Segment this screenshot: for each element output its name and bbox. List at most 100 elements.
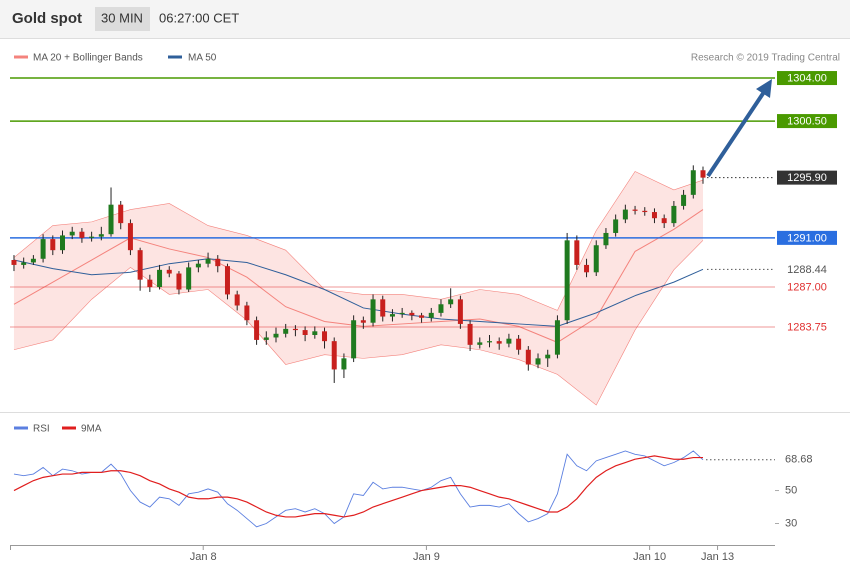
- rsi-line: [13, 455, 703, 518]
- candle-body: [622, 209, 628, 220]
- band-lower: [13, 240, 704, 406]
- candle-body: [545, 354, 551, 359]
- candle-body: [477, 342, 483, 345]
- x-tick-label: Jan 13: [701, 551, 734, 563]
- candle-body: [30, 258, 36, 263]
- candle-body: [389, 314, 395, 317]
- level-label: 1295.90: [787, 172, 827, 184]
- candle-body: [89, 236, 95, 238]
- price-panel: MA 20 + Bollinger Bands MA 50 1304.00 1300.…: [10, 53, 837, 406]
- level-tag: [777, 71, 837, 86]
- last-value-label: 68.68: [785, 454, 813, 466]
- candle-body: [380, 299, 386, 317]
- level-tag: [777, 170, 837, 185]
- x-tick-label: Jan 8: [190, 551, 217, 563]
- candle-body: [195, 263, 201, 268]
- candle-body: [564, 240, 570, 321]
- candle-body: [166, 269, 172, 274]
- legend-label: RSI: [33, 424, 50, 435]
- legend-label: 9MA: [81, 424, 102, 435]
- candle-body: [205, 258, 211, 264]
- candle-body: [438, 304, 444, 313]
- candle-body: [399, 312, 405, 315]
- rsi-line: [13, 450, 704, 528]
- candle-body: [234, 294, 240, 306]
- legend-label: MA 20 + Bollinger Bands: [33, 53, 143, 64]
- candle-body: [69, 231, 75, 236]
- candle-body: [176, 273, 182, 290]
- candle-body: [50, 239, 56, 251]
- interval-box[interactable]: [95, 7, 150, 31]
- band-upper: [13, 171, 704, 311]
- candle-body: [331, 341, 337, 370]
- candle-body: [21, 262, 27, 265]
- level-label: 1304.00: [787, 72, 827, 84]
- candle-body: [370, 299, 376, 323]
- candle-body: [215, 258, 221, 267]
- candle-body: [244, 305, 250, 321]
- candle-body: [409, 312, 415, 316]
- arrow-head: [756, 79, 772, 98]
- candle-body: [574, 240, 580, 265]
- candle-body: [118, 204, 124, 224]
- level-label: 1291.00: [787, 232, 827, 244]
- candle-body: [554, 320, 560, 355]
- candle-body: [681, 194, 687, 206]
- candle-body: [419, 315, 425, 318]
- candle-body: [322, 331, 328, 342]
- candle-body: [632, 209, 638, 211]
- interval[interactable]: 30 MIN: [101, 10, 143, 25]
- candle-body: [302, 330, 308, 336]
- candle-body: [283, 328, 289, 334]
- level-label: 1300.50: [787, 115, 827, 127]
- candle-body: [525, 349, 531, 365]
- candle-body: [292, 328, 298, 331]
- candle-body: [60, 235, 66, 251]
- candle-body: [457, 299, 463, 324]
- candle-body: [448, 299, 454, 305]
- candle-body: [584, 264, 590, 273]
- candle-body: [79, 231, 85, 238]
- candle-body: [127, 223, 133, 251]
- candle-body: [593, 245, 599, 273]
- x-tick-label: Jan 10: [633, 551, 666, 563]
- level-tag: [777, 114, 837, 129]
- legend-label: MA 50: [188, 53, 217, 64]
- candle-body: [40, 239, 46, 259]
- candle-body: [147, 279, 153, 288]
- level-label: 1288.44: [787, 264, 827, 276]
- time: 06:27:00 CET: [159, 10, 239, 25]
- band-fill: [13, 171, 703, 406]
- candle-body: [137, 250, 143, 280]
- title: Gold spot: [12, 10, 82, 27]
- candle-body: [642, 210, 648, 213]
- rsi-panel: RSI 9MA 30 50 68.68 Jan 8 Jan 9 Jan 10 Jan 13: [10, 424, 813, 563]
- candle-body: [613, 219, 619, 233]
- candle-body: [486, 341, 492, 343]
- candle-body: [700, 170, 706, 178]
- candle-body: [467, 323, 473, 345]
- candle-body: [360, 320, 366, 323]
- y-tick-label: 30: [785, 517, 797, 529]
- candle-body: [428, 312, 434, 318]
- candle-body: [603, 232, 609, 246]
- candle-body: [516, 338, 522, 350]
- candle-body: [671, 205, 677, 224]
- candle-body: [535, 358, 541, 365]
- level-tag: [777, 230, 837, 245]
- credit: Research © 2019 Trading Central: [691, 53, 840, 64]
- candle-body: [108, 204, 114, 235]
- forecast-arrow: [706, 90, 766, 178]
- ma50-line: [13, 258, 704, 327]
- candle-body: [496, 341, 502, 344]
- candle-body: [351, 320, 357, 359]
- candle-body: [661, 218, 667, 224]
- candle-body: [186, 267, 192, 290]
- level-label: 1287.00: [787, 281, 827, 293]
- candle-body: [690, 170, 696, 195]
- candle-body: [651, 212, 657, 219]
- candle-body: [98, 234, 104, 237]
- candle-body: [157, 269, 163, 288]
- candle-body: [273, 333, 279, 338]
